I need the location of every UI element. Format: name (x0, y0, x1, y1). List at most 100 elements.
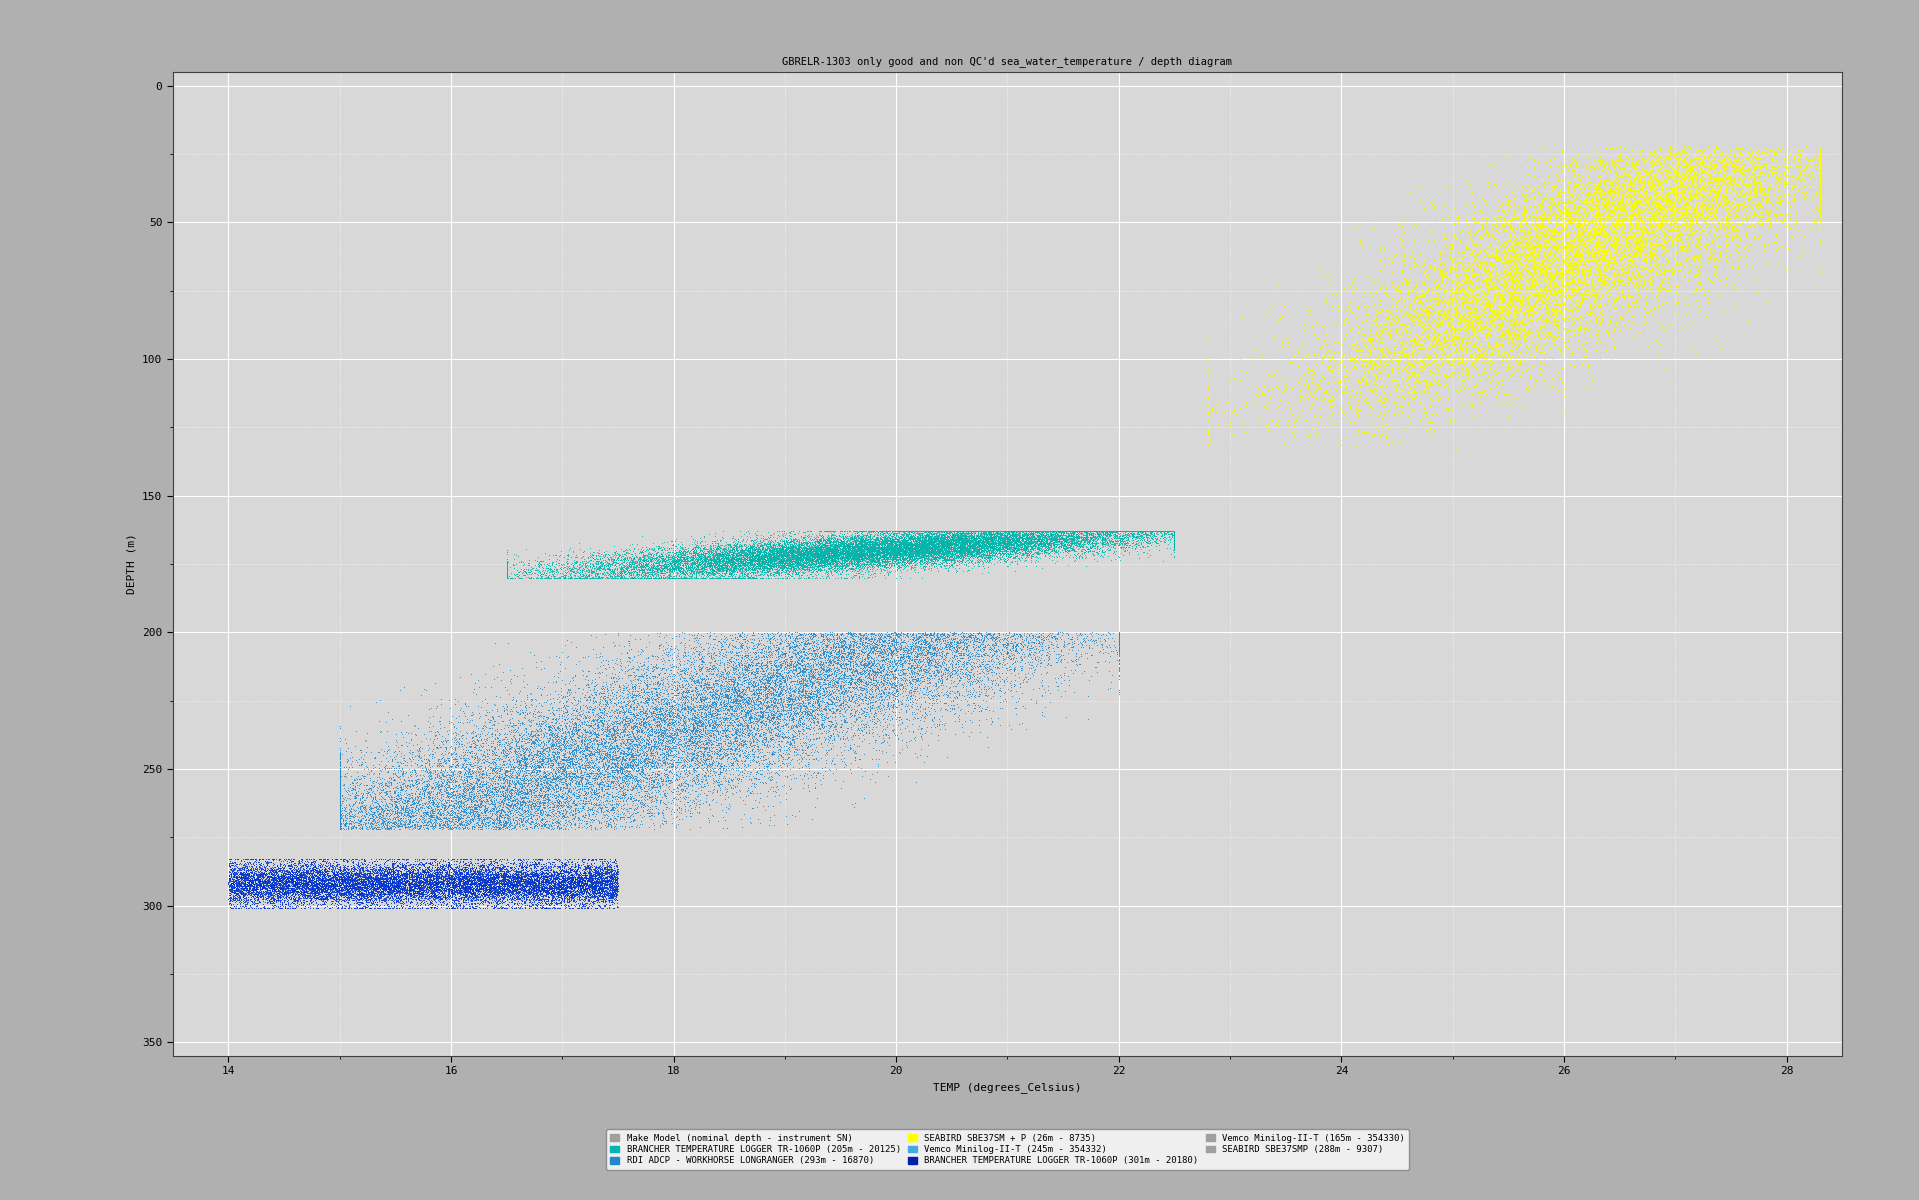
Point (560, 547, 591, 566)
Point (1706, 224, 1737, 244)
Point (1433, 296, 1464, 316)
Point (1641, 148, 1671, 167)
Point (645, 560, 675, 580)
Point (1589, 163, 1620, 182)
Point (228, 866, 259, 886)
Point (1215, 370, 1245, 389)
Point (574, 773, 604, 792)
Point (700, 712, 731, 731)
Point (405, 870, 436, 889)
Point (342, 881, 372, 900)
Point (641, 695, 672, 714)
Point (885, 676, 915, 695)
Point (1159, 524, 1190, 544)
Point (775, 532, 806, 551)
Point (975, 551, 1006, 570)
Point (424, 876, 455, 895)
Point (246, 864, 276, 883)
Point (1405, 359, 1435, 378)
Point (1395, 299, 1426, 318)
Point (1612, 198, 1643, 217)
Point (814, 545, 844, 564)
Point (572, 856, 603, 875)
Point (1109, 528, 1140, 547)
Point (578, 877, 608, 896)
Point (384, 878, 415, 898)
Point (234, 875, 265, 894)
Point (971, 527, 1002, 546)
Point (906, 551, 936, 570)
Point (965, 527, 996, 546)
Point (1737, 157, 1767, 176)
Point (967, 554, 998, 574)
Point (1159, 528, 1190, 547)
Point (1347, 305, 1378, 324)
Point (395, 880, 426, 899)
Point (737, 538, 768, 557)
Point (376, 810, 407, 829)
Point (219, 890, 249, 910)
Point (261, 870, 292, 889)
Point (664, 552, 695, 571)
Point (393, 799, 424, 818)
Point (505, 874, 535, 893)
Point (1376, 306, 1407, 325)
Point (401, 773, 432, 792)
Point (1566, 167, 1597, 186)
Point (867, 540, 898, 559)
Point (572, 887, 603, 906)
Point (1744, 185, 1775, 204)
Point (1082, 527, 1113, 546)
Point (800, 557, 831, 576)
Point (785, 672, 816, 691)
Point (842, 533, 873, 552)
Point (1412, 314, 1443, 334)
Point (862, 542, 892, 562)
Point (938, 630, 969, 649)
Point (819, 539, 850, 558)
Point (484, 883, 514, 902)
Point (867, 539, 898, 558)
Point (1706, 146, 1737, 166)
Point (628, 713, 658, 732)
Point (560, 814, 591, 833)
Point (1366, 253, 1397, 272)
Point (626, 558, 656, 577)
Point (466, 884, 497, 904)
Point (789, 673, 819, 692)
Point (837, 690, 867, 709)
Point (411, 887, 441, 906)
Point (704, 689, 735, 708)
Point (501, 744, 532, 763)
Point (1399, 334, 1430, 353)
Point (904, 653, 935, 672)
Point (931, 556, 961, 575)
Point (1593, 260, 1623, 280)
Point (1395, 386, 1426, 406)
Point (1741, 250, 1771, 269)
Point (983, 522, 1013, 541)
Point (1499, 299, 1529, 318)
Point (539, 894, 570, 913)
Point (1670, 209, 1700, 228)
Point (973, 539, 1004, 558)
Point (378, 858, 409, 877)
Point (1524, 253, 1554, 272)
Point (1533, 232, 1564, 251)
Point (647, 565, 677, 584)
Point (257, 874, 288, 893)
Point (311, 864, 342, 883)
Point (434, 874, 464, 893)
Point (1643, 221, 1673, 240)
Point (480, 817, 510, 836)
Point (1604, 217, 1635, 236)
Point (883, 624, 913, 643)
Point (681, 710, 712, 730)
Point (816, 643, 846, 662)
Point (489, 875, 520, 894)
Point (835, 544, 865, 563)
Point (664, 566, 695, 586)
Point (1549, 320, 1579, 340)
Point (1773, 238, 1804, 257)
Point (768, 696, 798, 715)
